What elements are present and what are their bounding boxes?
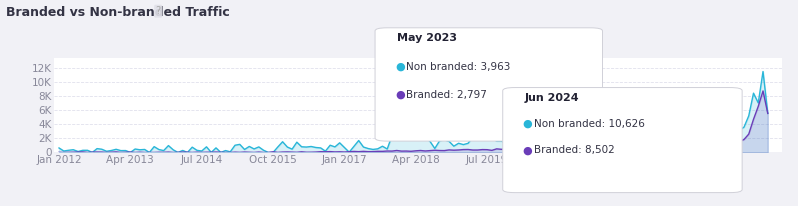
Text: May 2023: May 2023 xyxy=(397,33,456,43)
Text: ●: ● xyxy=(523,145,532,155)
Text: ●: ● xyxy=(395,90,405,100)
Text: Jun 2024: Jun 2024 xyxy=(524,93,579,103)
Text: ●: ● xyxy=(395,62,405,71)
Text: Non branded: 3,963: Non branded: 3,963 xyxy=(406,62,511,71)
Text: Branded: 8,502: Branded: 8,502 xyxy=(534,145,614,155)
Text: ●: ● xyxy=(523,119,532,129)
Text: Branded vs Non-branded Traffic: Branded vs Non-branded Traffic xyxy=(6,6,230,19)
Text: Non branded: 10,626: Non branded: 10,626 xyxy=(534,119,645,129)
Text: ?: ? xyxy=(156,6,160,16)
Text: Branded: 2,797: Branded: 2,797 xyxy=(406,90,487,100)
